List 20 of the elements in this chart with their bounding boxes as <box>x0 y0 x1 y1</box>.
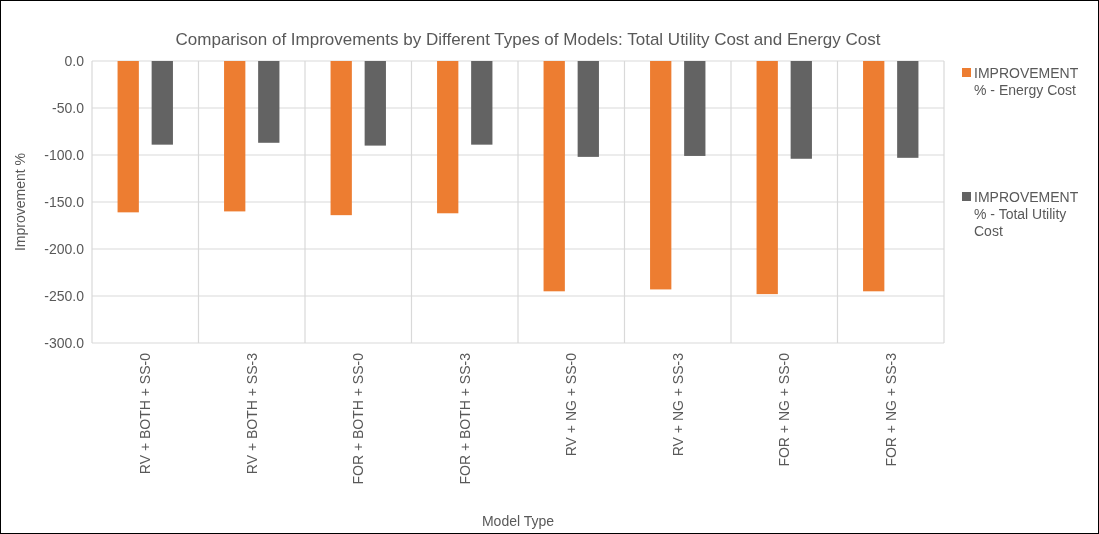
y-tick-label: -250.0 <box>44 287 85 304</box>
x-tick-label: RV + BOTH + SS-0 <box>137 352 154 475</box>
y-tick-label: -200.0 <box>44 240 85 257</box>
y-tick-label: 0.0 <box>64 52 85 69</box>
x-tick-label: FOR + NG + SS-3 <box>882 352 899 467</box>
legend-label: IMPROVEMENT % - Total Utility Cost <box>974 189 1079 239</box>
y-tick-label: -100.0 <box>44 146 85 163</box>
y-tick-label: -300.0 <box>44 334 85 351</box>
legend-label: IMPROVEMENT % - Energy Cost <box>974 65 1079 98</box>
x-tick-label: RV + BOTH + SS-3 <box>243 352 260 475</box>
x-tick-label: FOR + BOTH + SS-3 <box>456 352 473 485</box>
x-tick-label: RV + NG + SS-0 <box>563 352 580 457</box>
chart-title: Comparison of Improvements by Different Types of Models: Total Utility Cost and Energy Cost <box>175 30 881 49</box>
y-tick-label: -150.0 <box>44 193 85 210</box>
x-tick-label: RV + NG + SS-3 <box>669 352 686 457</box>
x-tick-label: FOR + NG + SS-0 <box>776 352 793 467</box>
x-tick-label: FOR + BOTH + SS-0 <box>350 352 367 485</box>
y-axis-title: Improvement % <box>12 152 28 252</box>
x-axis-title: Model Type <box>481 513 555 529</box>
y-tick-label: -50.0 <box>52 99 85 116</box>
